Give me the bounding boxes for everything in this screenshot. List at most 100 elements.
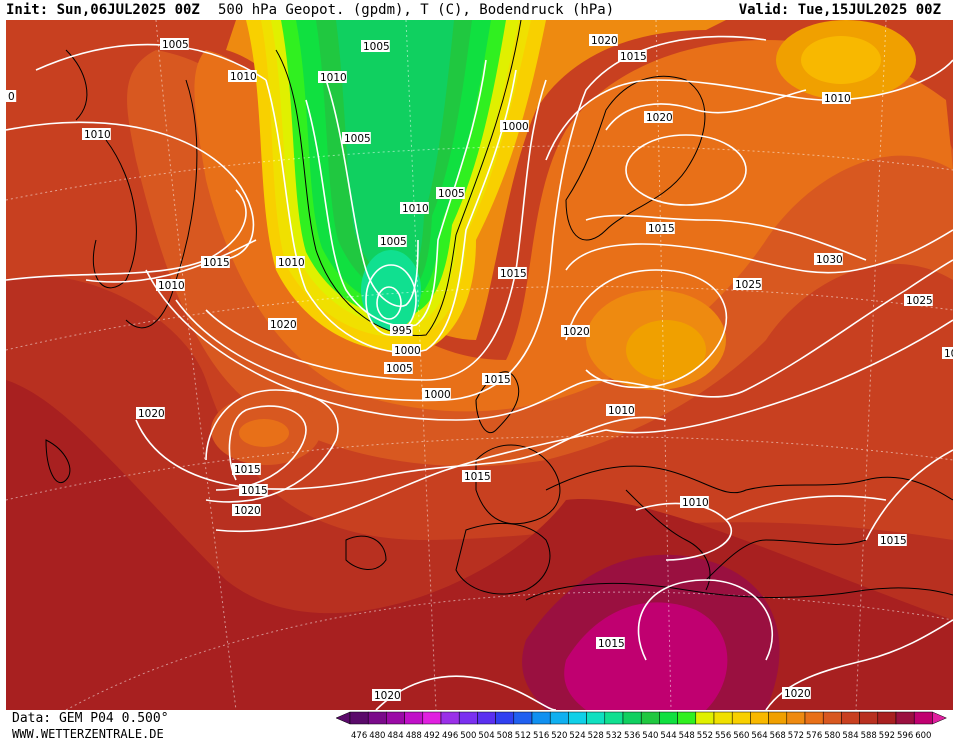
- isobar-label: 1000: [392, 344, 421, 357]
- scale-swatch: [604, 711, 624, 725]
- isobar-label: 1020: [136, 407, 165, 420]
- scale-tick-label: 584: [842, 731, 858, 741]
- scale-arrow-left: [336, 711, 351, 725]
- isobar-label: 1005: [436, 187, 465, 200]
- scale-tick-label: 496: [442, 731, 458, 741]
- scale-tick-label: 528: [588, 731, 604, 741]
- scale-arrow-right: [932, 711, 948, 725]
- isobar-label-text: 1010: [608, 405, 635, 417]
- scale-tick-label: 548: [679, 731, 695, 741]
- isobar-label: 1005: [342, 132, 371, 145]
- isobar-label-text: 1010: [824, 93, 851, 105]
- isobar-label-text: 1020: [374, 690, 401, 702]
- scale-swatch: [531, 711, 551, 725]
- isobar-label-text: 0: [8, 91, 15, 103]
- isobar-label-text: 1005: [162, 39, 189, 51]
- isobar-label: 1025: [904, 294, 933, 307]
- scale-swatch: [622, 711, 642, 725]
- isobar-label: 1020: [644, 111, 673, 124]
- scale-tick-label: 568: [770, 731, 786, 741]
- isobar-label-text: 1005: [438, 188, 465, 200]
- scale-swatch: [841, 711, 860, 725]
- isobar-label-text: 1000: [394, 345, 421, 357]
- isobar-label-text: 1010: [402, 203, 429, 215]
- scale-tick-label: 560: [733, 731, 749, 741]
- isobar-label-text: 1015: [234, 464, 261, 476]
- isobar-label-text: 1010: [320, 72, 347, 84]
- scale-tick-label: 552: [697, 731, 713, 741]
- scale-tick-label: 544: [660, 731, 676, 741]
- isobar-label: 1020: [561, 325, 590, 338]
- isobar-label: 1005: [361, 40, 390, 53]
- isobar-label-text: 1015: [241, 485, 268, 497]
- scale-swatch: [513, 711, 533, 725]
- isobar-label-text: 995: [392, 325, 412, 337]
- isobar-label-text: 1005: [344, 133, 371, 145]
- scale-tick-label: 592: [879, 731, 895, 741]
- isobar-label-text: 1015: [598, 638, 625, 650]
- isobar-label: 1005: [160, 38, 189, 51]
- website-credit: WWW.WETTERZENTRALE.DE: [12, 727, 164, 741]
- scale-swatch: [640, 711, 660, 725]
- isobar-label-text: 1010: [278, 257, 305, 269]
- scale-swatch: [895, 711, 915, 725]
- isobar-label-text: 1005: [386, 363, 413, 375]
- isobar-label: 1010: [606, 404, 635, 417]
- isobar-label: 1015: [482, 373, 511, 386]
- isobar-label-text: 1015: [484, 374, 511, 386]
- scale-tick-label: 508: [497, 731, 513, 741]
- scale-swatch: [786, 711, 806, 725]
- scale-swatch: [913, 711, 933, 725]
- scale-tick-label: 488: [406, 731, 422, 741]
- isobar-label: 1020: [232, 504, 261, 517]
- scale-swatch: [422, 711, 442, 725]
- scale-swatch: [804, 711, 824, 725]
- isobar-label: 1010: [276, 256, 305, 269]
- color-scale: 476 480 484 488 492 496 500 504 508 512 516 520 524 5…: [336, 711, 948, 741]
- scale-swatch: [750, 711, 769, 725]
- isobar-label: 1000: [422, 388, 451, 401]
- isobars: [6, 35, 953, 710]
- scale-tick-label: 484: [387, 731, 403, 741]
- scale-swatch: [477, 711, 496, 725]
- scale-swatch: [586, 711, 606, 725]
- scale-swatch: [768, 711, 788, 725]
- isobar-label-text: 1020: [234, 505, 261, 517]
- isobar-label-text: 1010: [682, 497, 709, 509]
- scale-tick-label: 580: [824, 731, 840, 741]
- isobar-label-text: 1005: [380, 236, 407, 248]
- scale-tick-label: 492: [424, 731, 440, 741]
- isobar-label: 1015: [232, 463, 261, 476]
- isobar-label: 1015: [239, 484, 268, 497]
- scale-swatch: [731, 711, 751, 725]
- isobar-label: 1015: [201, 256, 230, 269]
- scale-tick-label: 564: [751, 731, 767, 741]
- scale-swatch: [822, 711, 842, 725]
- scale-tick-label: 520: [551, 731, 567, 741]
- isobar-label-text: 1000: [424, 389, 451, 401]
- isobar-label-text: 1020: [563, 326, 590, 338]
- scale-tick-label: 476: [351, 731, 367, 741]
- scale-tick-label: 536: [624, 731, 640, 741]
- isobar-label-text: 1015: [648, 223, 675, 235]
- isobar-label: 1005: [378, 235, 407, 248]
- isobar-label-text: 1020: [270, 319, 297, 331]
- scale-swatch: [877, 711, 897, 725]
- scale-swatch: [859, 711, 879, 725]
- isobar-label-text: 1020: [784, 688, 811, 700]
- isobar-label: 1030: [814, 253, 843, 266]
- isobar-label: 1020: [372, 689, 401, 702]
- scale-tick-label: 576: [806, 731, 822, 741]
- isobar-label: 1010: [82, 128, 111, 141]
- scale-tick-label: 516: [533, 731, 549, 741]
- isobar-label-text: 1030: [816, 254, 843, 266]
- isobar-label-text: 1020: [591, 35, 618, 47]
- isobar-label: 1015: [618, 50, 647, 63]
- scale-tick-label: 600: [915, 731, 931, 741]
- scale-swatch: [713, 711, 733, 725]
- isobar-label: 1010: [156, 279, 185, 292]
- isobar-label: 1015: [878, 534, 907, 547]
- scale-tick-label: 540: [642, 731, 658, 741]
- isobar-label: 1010: [400, 202, 429, 215]
- data-source: Data: GEM P04 0.500°: [12, 711, 169, 726]
